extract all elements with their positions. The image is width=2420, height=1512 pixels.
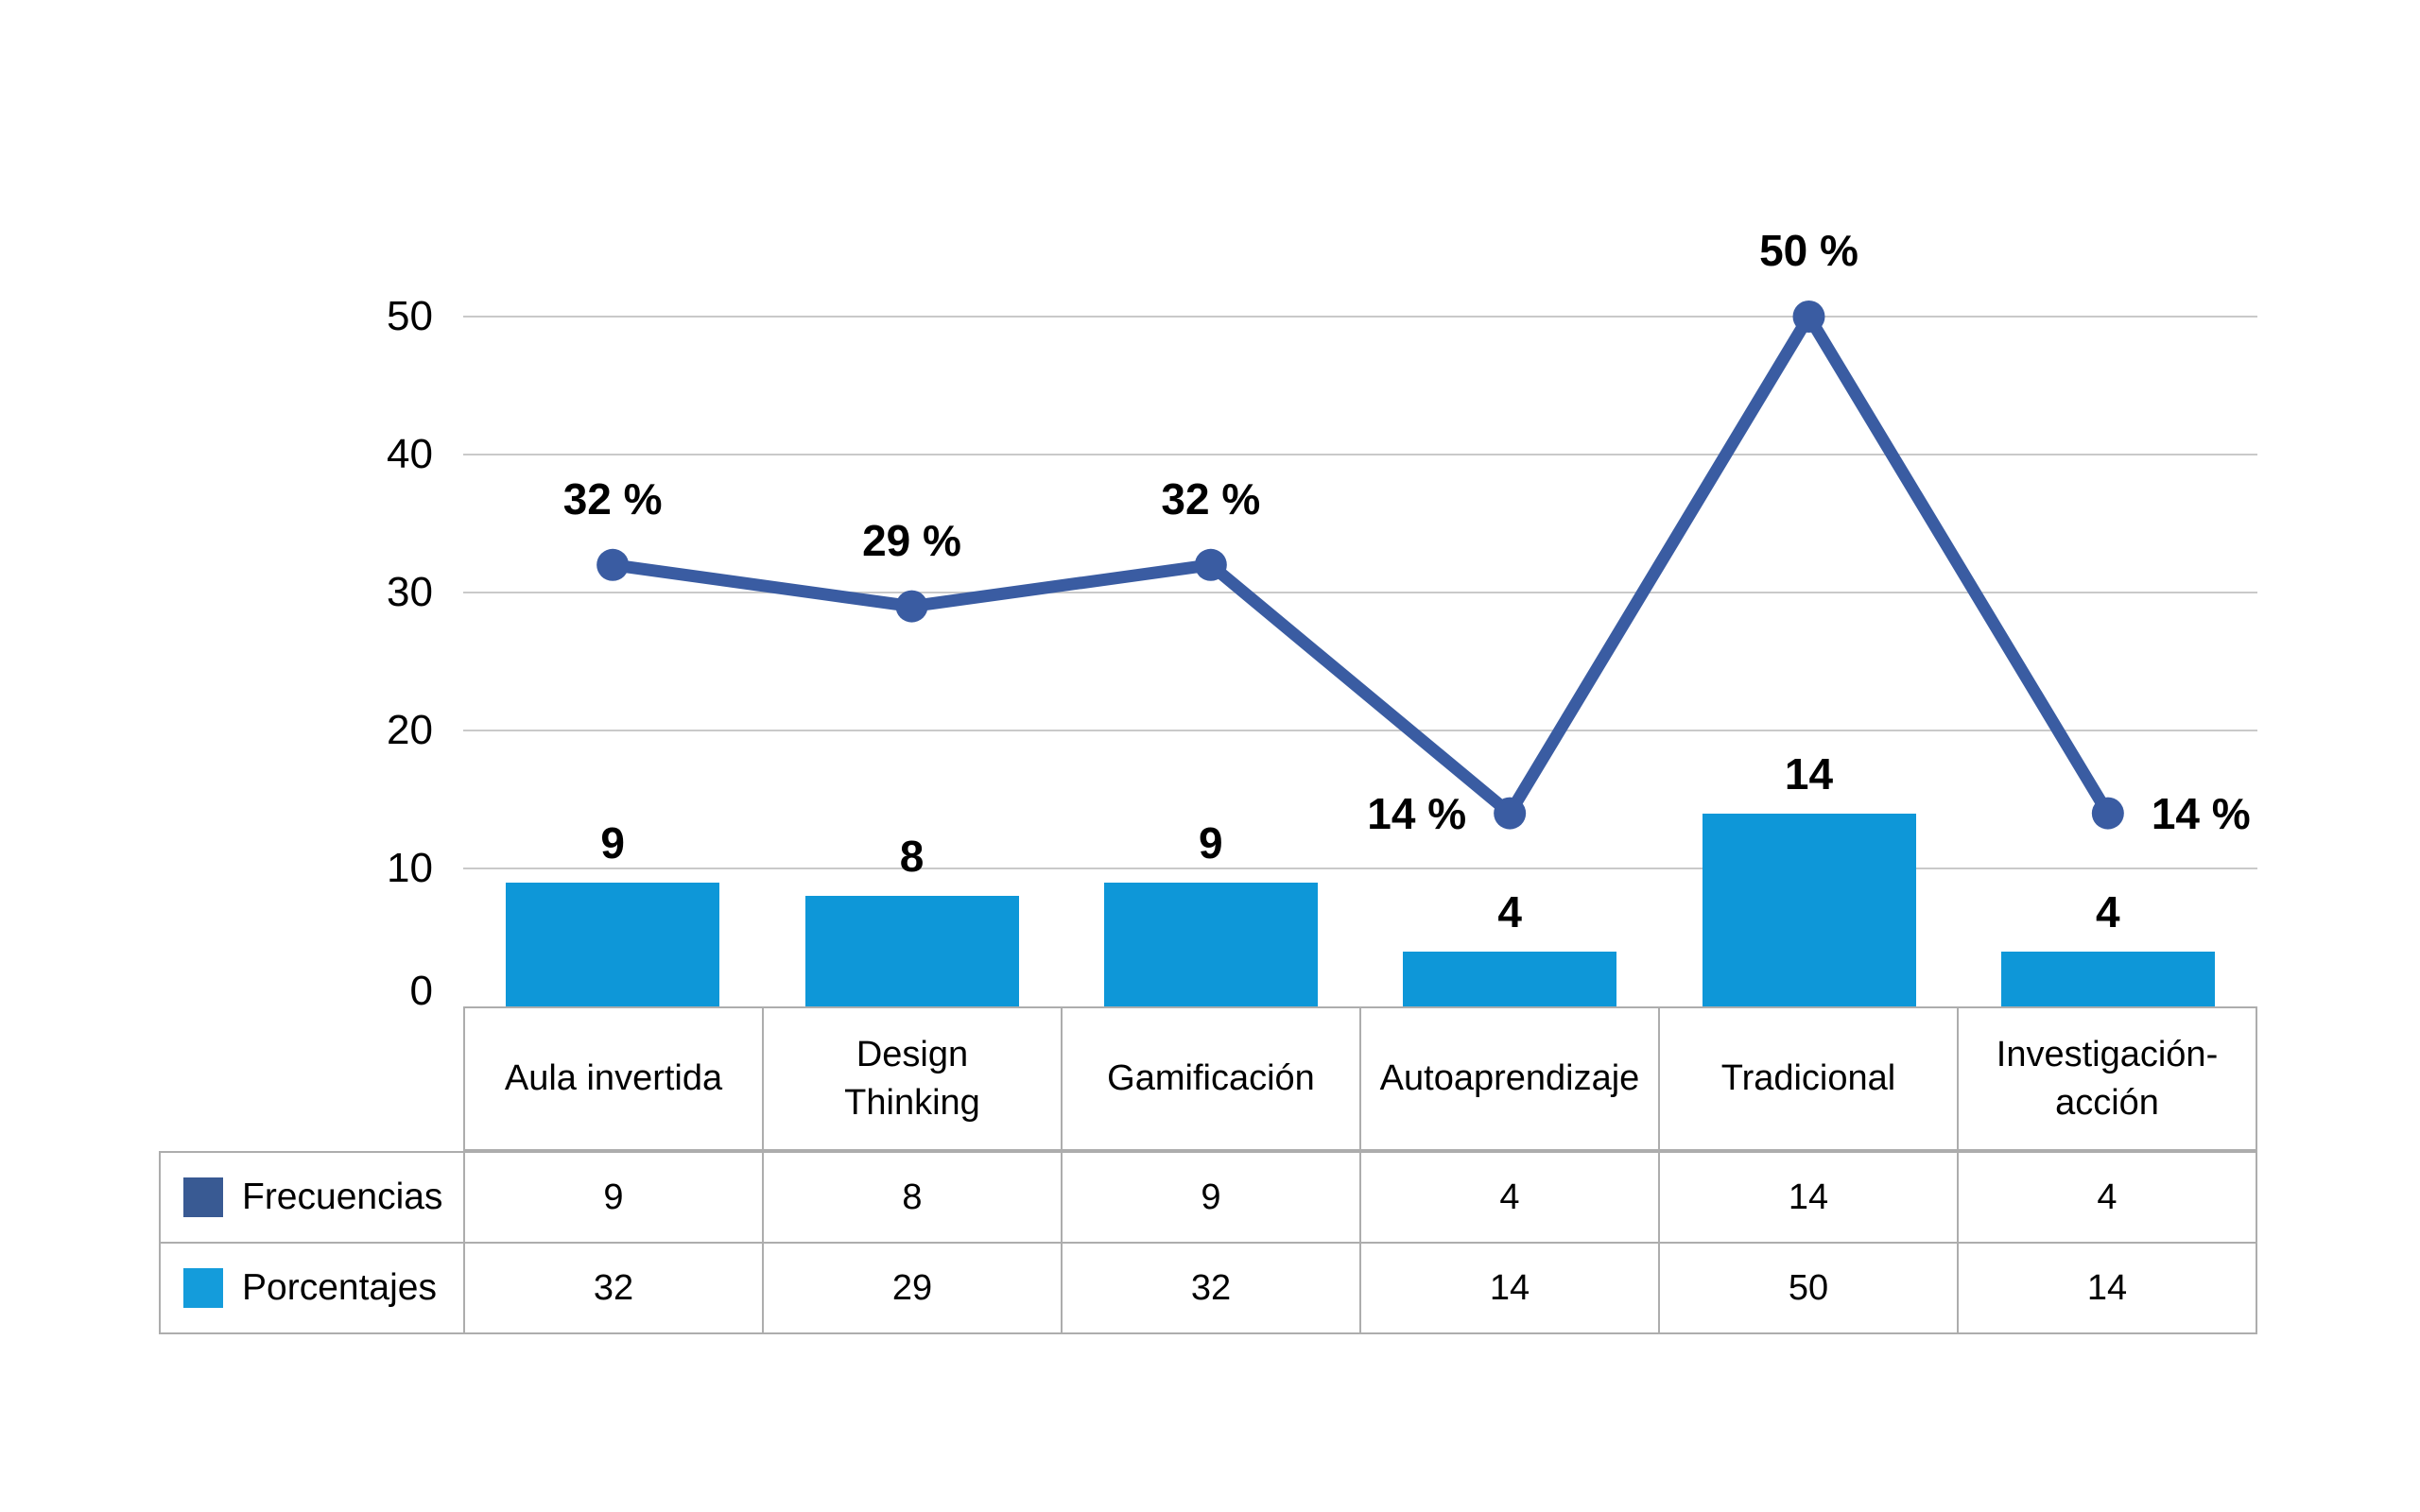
table-row-frecuencias: Frecuencias 9 8 9 4 14 4 [161,1153,2256,1242]
bar-3 [1403,951,1617,1006]
legend-swatch-porcentajes-icon [183,1268,223,1308]
gridline [463,592,2257,593]
category-cell-3: Autoaprendizaje [1359,1008,1658,1149]
value-cell: 14 [1957,1244,2256,1332]
line-value-label: 14 % [1367,788,1467,838]
bar-2 [1103,882,1318,1006]
value-cell: 29 [762,1244,1061,1332]
bar-value-label: 9 [1199,817,1223,868]
bar-value-label: 14 [1784,748,1834,799]
category-cell-2: Gamificación [1061,1008,1359,1149]
row-header-porcentajes: Porcentajes [161,1244,463,1332]
category-cell-0: Aula invertida [504,1058,723,1099]
line-value-label: 32 % [1161,473,1261,524]
y-axis-tick-label: 50 [387,293,433,339]
line-point-0 [596,548,630,581]
value-cell: 14 [1359,1244,1658,1332]
value-cell: 4 [1359,1153,1658,1242]
y-axis-tick-label: 0 [409,968,433,1014]
gridline [463,868,2257,869]
legend-value-rows: Frecuencias 9 8 9 4 14 4 Porcentajes 32 29 32 14 50 1… [159,1151,2257,1334]
bar-value-label: 9 [600,817,625,868]
gridline [463,316,2257,318]
bar-value-label: 4 [2096,886,2120,936]
bar-value-label: 8 [899,832,925,882]
category-cell-1: Design Thinking [762,1008,1061,1149]
line-value-label: 32 % [562,473,663,524]
gridline [463,454,2257,455]
y-axis-tick-label: 30 [387,569,433,615]
bar-1 [804,896,1019,1006]
value-cell: 4 [1957,1153,2256,1242]
category-header-row: Aula invertida Design Thinking Gamificació… [463,1006,2257,1151]
value-cell: 50 [1658,1244,1957,1332]
y-axis-tick-label: 20 [387,707,433,753]
category-cell-5: Investigación- acción [1957,1008,2256,1149]
line-point-2 [1194,548,1227,581]
line-point-3 [1494,797,1527,830]
table-row-porcentajes: Porcentajes 32 29 32 14 50 14 [161,1242,2256,1332]
value-cell: 9 [1061,1153,1359,1242]
value-cell: 32 [1061,1244,1359,1332]
y-axis-tick-label: 40 [387,431,433,477]
bar-4 [1702,813,1916,1006]
line-point-1 [895,590,928,623]
line-point-4 [1792,301,1825,333]
y-axis-tick-label: 10 [387,845,433,891]
line-value-label: 50 % [1759,226,1858,275]
bar-5 [2000,951,2215,1006]
legend-swatch-frecuencias-icon [183,1177,223,1217]
value-cell: 14 [1658,1153,1957,1242]
bar-value-label: 4 [1497,886,1522,936]
value-cell: 9 [463,1153,762,1242]
line-point-5 [2091,797,2124,830]
row-header-frecuencias: Frecuencias [161,1153,463,1242]
trend-line [612,304,2114,823]
gridline [463,730,2257,731]
value-cell: 32 [463,1244,762,1332]
line-value-label: 14 % [2151,788,2251,838]
legend-label: Frecuencias [242,1177,443,1217]
bar-0 [506,882,720,1006]
category-cell-4: Tradicional [1658,1008,1957,1149]
legend-label: Porcentajes [242,1267,437,1308]
line-value-label: 29 % [862,515,961,565]
value-cell: 8 [762,1153,1061,1242]
